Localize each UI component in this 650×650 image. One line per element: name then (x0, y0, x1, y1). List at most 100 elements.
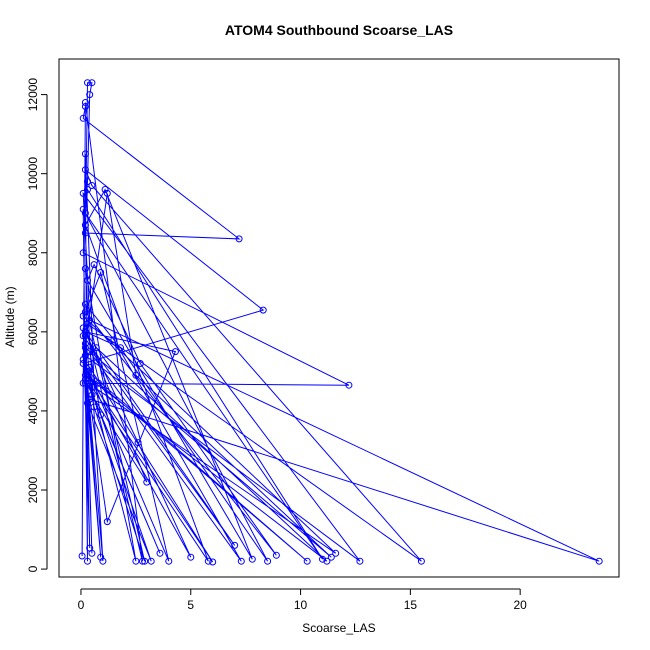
data-point (86, 316, 94, 324)
x-axis-label: Scoarse_LAS (302, 621, 375, 635)
data-point (81, 344, 89, 352)
data-point (272, 551, 280, 559)
data-point (99, 557, 107, 565)
x-tick-label: 10 (294, 598, 308, 612)
data-point (81, 99, 89, 106)
data-point (79, 379, 87, 387)
data-point (81, 340, 89, 348)
data-point (209, 558, 217, 566)
data-point (237, 557, 245, 565)
data-point (319, 555, 326, 563)
data-point (81, 375, 89, 383)
data-point (81, 300, 89, 308)
data-point (595, 557, 603, 565)
data-point (81, 221, 89, 229)
data-point (79, 360, 87, 367)
data-point (171, 348, 179, 356)
data-point (81, 166, 89, 174)
data-point (132, 557, 140, 565)
data-point (79, 114, 87, 122)
data-point (79, 356, 87, 363)
data-point (88, 79, 96, 87)
data-point (92, 344, 100, 352)
axes: 0 5 10 15 20 0 2000 4000 6000 8000 10000 12000 (26, 58, 620, 612)
data-point (86, 363, 94, 371)
data-point (86, 395, 94, 403)
data-point (101, 186, 109, 193)
data-point (79, 312, 87, 320)
data-point (248, 555, 256, 563)
data-point (86, 348, 94, 356)
data-point (81, 229, 89, 237)
data-point (79, 324, 87, 332)
x-tick-label: 15 (404, 598, 418, 612)
data-point (110, 336, 118, 344)
data-point (187, 553, 195, 561)
y-tick-label: 4000 (26, 397, 40, 424)
data-point (156, 549, 164, 557)
plot-frame (58, 58, 620, 578)
y-axis-label: Altitude (m) (3, 286, 17, 347)
data-point (84, 186, 91, 193)
data-point (79, 189, 87, 197)
data-point (90, 261, 98, 269)
data-point (84, 320, 91, 328)
data-point (84, 178, 91, 186)
data-point (165, 557, 173, 565)
data-point (231, 541, 239, 549)
data-point (81, 328, 89, 336)
data-point (84, 557, 91, 565)
data-point (79, 249, 87, 257)
data-point (90, 403, 98, 411)
data-point (97, 553, 105, 561)
data-series (78, 79, 603, 566)
data-point (303, 557, 311, 565)
data-point (78, 552, 86, 560)
data-point (332, 549, 340, 557)
data-point (139, 557, 146, 565)
data-point (88, 182, 96, 189)
data-point (259, 306, 267, 314)
data-point (204, 557, 212, 565)
x-tick-label: 20 (513, 598, 527, 612)
x-tick-label: 0 (78, 598, 85, 612)
data-point (90, 383, 98, 391)
data-point (356, 557, 364, 565)
x-tick-label: 5 (187, 598, 194, 612)
data-point (84, 79, 91, 87)
data-point (417, 557, 425, 565)
data-point (97, 411, 105, 419)
data-point (86, 544, 94, 552)
data-point (88, 383, 96, 391)
data-point (345, 381, 353, 389)
data-point (81, 371, 89, 379)
data-point (327, 553, 335, 561)
data-point (84, 399, 91, 407)
data-point (147, 557, 155, 565)
y-tick-label: 12000 (26, 78, 40, 112)
y-tick-label: 10000 (26, 157, 40, 191)
data-point (81, 379, 89, 387)
data-point (79, 332, 87, 340)
data-point (81, 308, 89, 316)
data-point (264, 557, 272, 565)
data-point (84, 367, 91, 375)
data-point (235, 235, 243, 243)
data-point (132, 371, 140, 379)
y-tick-label: 2000 (26, 476, 40, 503)
data-point (81, 103, 89, 110)
data-point (323, 557, 331, 565)
data-point (86, 91, 94, 99)
data-point (84, 276, 91, 284)
data-point (141, 557, 149, 565)
data-point (81, 352, 89, 360)
data-point (134, 439, 142, 447)
chart-title: ATOM4 Southbound Scoarse_LAS (225, 22, 453, 38)
y-tick-label: 6000 (26, 318, 40, 345)
data-point (143, 478, 151, 486)
data-point (136, 360, 144, 367)
y-tick-label: 8000 (26, 239, 40, 266)
data-point (84, 379, 91, 387)
